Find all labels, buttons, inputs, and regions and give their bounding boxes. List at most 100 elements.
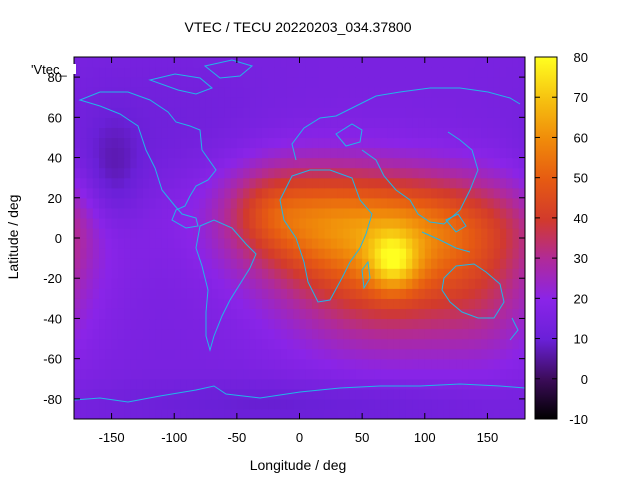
heatmap-cell [274,388,282,400]
heatmap-cell [518,388,525,400]
heatmap-cell [330,157,338,169]
heatmap-cell [236,117,244,128]
heatmap-cell [167,147,175,159]
heatmap-cell [343,187,351,199]
heatmap-cell [499,117,507,128]
heatmap-cell [136,227,144,239]
heatmap-cell [105,187,113,199]
heatmap-cell [324,348,332,360]
heatmap-cell [230,298,238,309]
heatmap-cell [299,117,307,128]
heatmap-cell [468,238,476,249]
heatmap-cell [412,298,420,309]
heatmap-cell [261,67,269,78]
heatmap-cell [493,278,501,289]
heatmap-cell [224,398,232,410]
heatmap-cell [149,217,157,229]
heatmap-cell [343,348,351,360]
colorbar-tick-label: 30 [574,251,588,266]
heatmap-cell [343,328,351,340]
heatmap-cell [199,77,207,88]
heatmap-cell [481,318,489,330]
heatmap-cell [468,227,476,239]
heatmap-cell [80,167,88,179]
heatmap-cell [518,328,525,340]
heatmap-cell [355,318,363,330]
heatmap-cell [274,217,282,229]
heatmap-cell [499,177,507,189]
heatmap-cell [355,157,363,169]
heatmap-cell [249,268,257,279]
heatmap-cell [512,137,520,149]
heatmap-cell [324,298,332,309]
heatmap-cell [324,127,332,139]
heatmap-cell [205,298,213,309]
heatmap-cell [481,217,489,229]
heatmap-cell [481,167,489,179]
heatmap-cell [130,238,138,249]
heatmap-cell [86,117,94,128]
heatmap-cell [368,87,376,98]
heatmap-cell [443,117,451,128]
heatmap-cell [374,107,382,118]
heatmap-cell [468,318,476,330]
heatmap-cell [286,67,294,78]
heatmap-cell [130,348,138,360]
heatmap-cell [343,298,351,309]
heatmap-cell [286,167,294,179]
heatmap-cell [274,77,282,88]
heatmap-cell [142,167,150,179]
heatmap-cell [286,278,294,289]
heatmap-cell [124,197,131,209]
heatmap-cell [92,227,100,239]
heatmap-cell [186,328,194,340]
heatmap-cell [443,187,451,199]
heatmap-cell [280,207,288,219]
heatmap-cell [431,137,438,149]
heatmap-cell [399,338,407,350]
heatmap-cell [136,217,144,229]
heatmap-cell [424,388,432,400]
heatmap-cell [343,77,351,88]
heatmap-cell [362,408,369,419]
heatmap-cell [149,177,157,189]
heatmap-cell [280,258,288,269]
heatmap-cell [474,398,482,410]
heatmap-cell [412,137,420,149]
heatmap-cell [368,238,376,249]
heatmap-cell [418,268,426,279]
heatmap-cell [186,258,194,269]
heatmap-cell [418,338,426,350]
heatmap-cell [274,298,282,309]
heatmap-cell [349,288,357,299]
heatmap-cell [261,338,269,350]
heatmap-cell [218,77,225,88]
heatmap-cell [293,117,301,128]
heatmap-cell [293,248,301,259]
heatmap-cell [186,408,194,419]
heatmap-cell [405,248,413,259]
heatmap-cell [293,328,301,340]
heatmap-cell [299,167,307,179]
heatmap-cell [255,278,263,289]
heatmap-cell [80,147,88,159]
heatmap-cell [299,298,307,309]
heatmap-cell [117,207,125,219]
heatmap-cell [211,117,219,128]
heatmap-cell [343,207,351,219]
heatmap-cell [318,77,326,88]
heatmap-cell [462,238,470,249]
heatmap-cell [337,308,344,320]
heatmap-cell [380,288,388,299]
heatmap-cell [268,338,276,350]
heatmap-cell [205,238,213,249]
heatmap-cell [518,227,525,239]
heatmap-cell [124,77,131,88]
heatmap-cell [236,358,244,370]
heatmap-cell [412,127,420,139]
heatmap-cell [456,227,463,239]
heatmap-cell [293,278,301,289]
heatmap-cell [405,358,413,370]
heatmap-cell [293,408,301,419]
colorbar-tick-label: 60 [574,130,588,145]
